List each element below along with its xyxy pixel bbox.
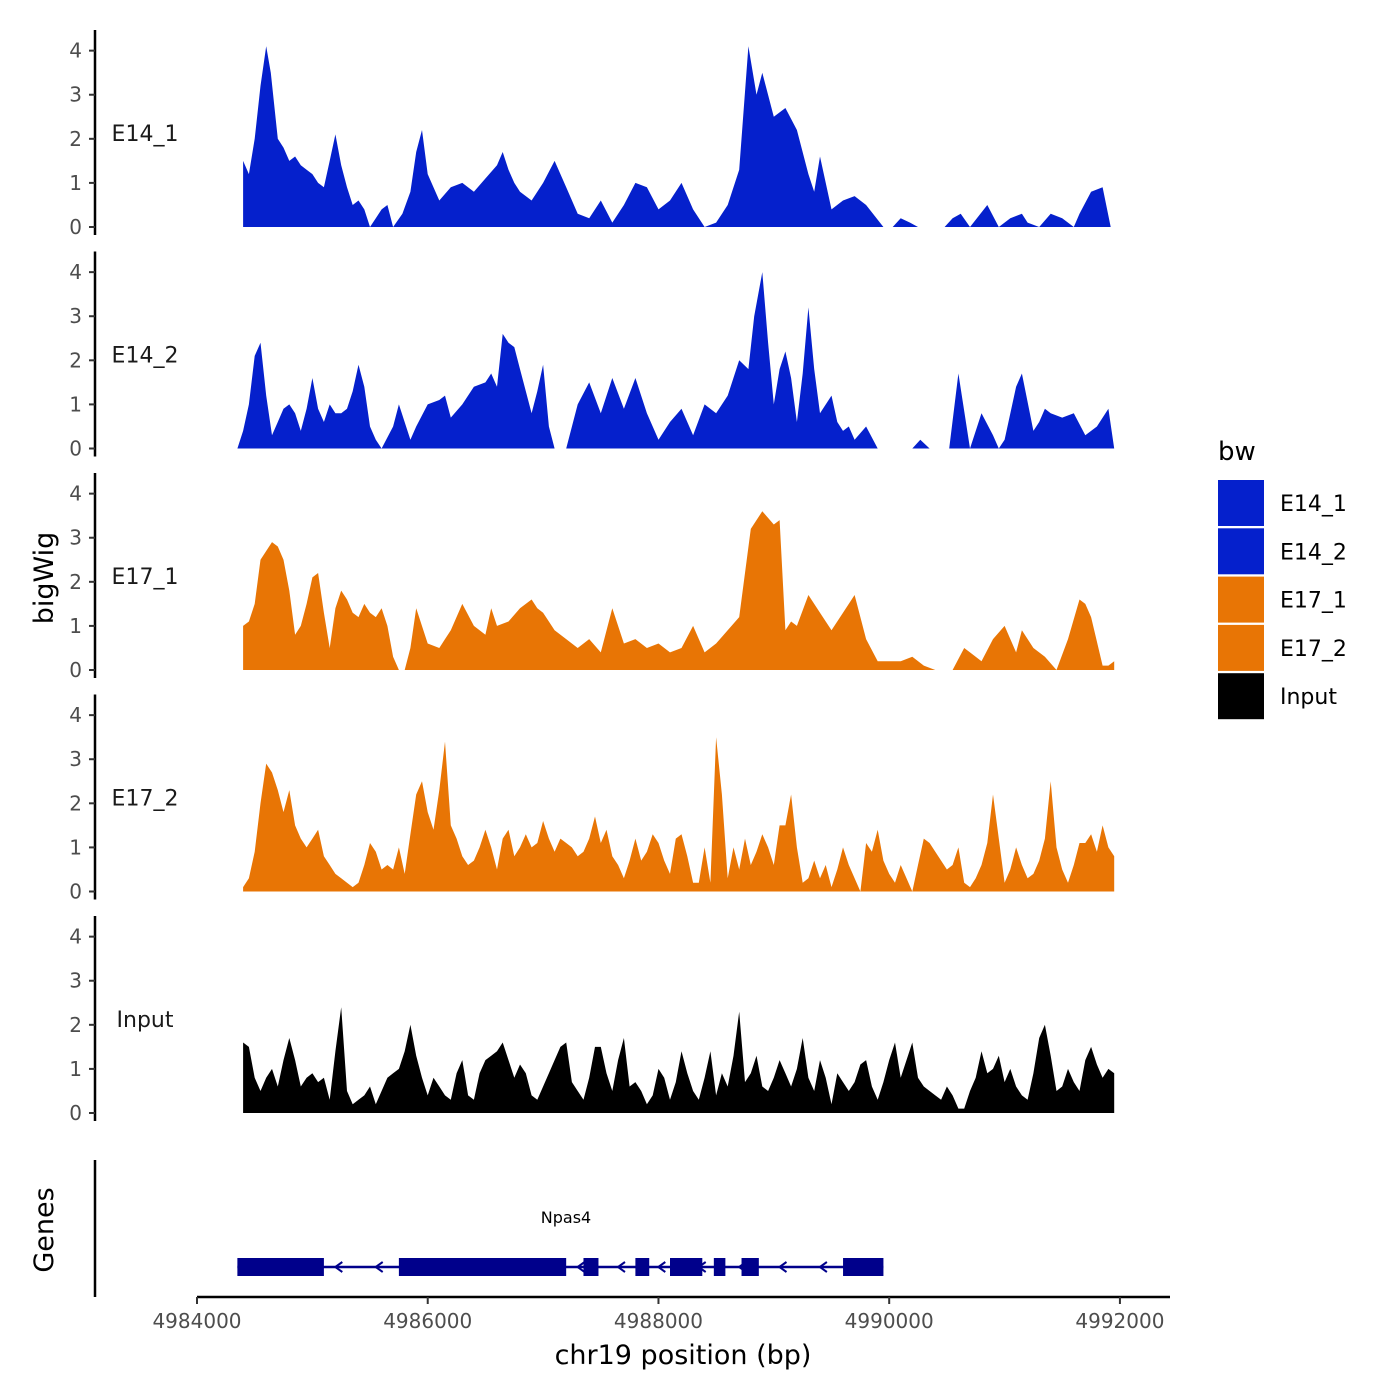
x-tick-label: 4986000 bbox=[383, 1309, 472, 1333]
strand-arrow-icon bbox=[656, 1261, 666, 1273]
y-tick-label: 4 bbox=[69, 703, 82, 727]
track-e17-1: 0 1 2 3 4 E17_1 bbox=[69, 473, 1115, 682]
legend-swatch bbox=[1218, 673, 1264, 720]
y-tick-label: 4 bbox=[69, 260, 82, 284]
strand-arrow-icon bbox=[373, 1261, 384, 1273]
y-tick-label: 0 bbox=[69, 880, 82, 904]
gene-exon bbox=[583, 1258, 599, 1276]
track-label: E17_2 bbox=[112, 787, 179, 812]
legend-label: E14_2 bbox=[1280, 540, 1347, 565]
signal-area bbox=[243, 737, 1115, 892]
gene-exon bbox=[670, 1258, 703, 1276]
y-tick-label: 3 bbox=[69, 747, 82, 771]
track-input: 0 1 2 3 4 Input bbox=[69, 916, 1115, 1125]
strand-arrow-icon bbox=[777, 1261, 788, 1273]
gene-exon bbox=[713, 1258, 726, 1276]
track-e17-2: 0 1 2 3 4 E17_2 bbox=[69, 694, 1115, 904]
y-tick-label: 2 bbox=[69, 570, 82, 594]
signal-tracks: 0 1 2 3 4 E14_1 0 1 2 3 4 E14_2 0 1 2 3 4 E17_1 0 1 2 3 4 E17_2… bbox=[69, 30, 1115, 1125]
gene-exon bbox=[741, 1258, 759, 1276]
x-tick-label: 4992000 bbox=[1075, 1309, 1164, 1333]
x-tick-label: 4990000 bbox=[845, 1309, 934, 1333]
track-label: Input bbox=[117, 1008, 174, 1033]
strand-arrow-icon bbox=[333, 1261, 343, 1273]
y-tick-label: 1 bbox=[69, 392, 82, 416]
legend-label: E17_2 bbox=[1280, 637, 1347, 662]
legend-label: E17_1 bbox=[1280, 589, 1347, 614]
y-tick-label: 0 bbox=[69, 215, 82, 239]
legend-swatch bbox=[1218, 576, 1264, 623]
track-e14-2: 0 1 2 3 4 E14_2 bbox=[69, 251, 1115, 461]
y-tick-label: 0 bbox=[69, 437, 82, 461]
y-tick-label: 2 bbox=[69, 348, 82, 372]
gene-name-label: Npas4 bbox=[541, 1208, 591, 1227]
signal-area bbox=[889, 218, 918, 227]
x-axis: 4984000 4986000 4988000 4990000 4992000 bbox=[152, 1295, 1170, 1333]
legend-swatch bbox=[1218, 480, 1264, 526]
gene-exon bbox=[398, 1258, 567, 1276]
x-tick-label: 4984000 bbox=[152, 1309, 241, 1333]
gene-exon bbox=[635, 1258, 650, 1276]
y-tick-label: 1 bbox=[69, 835, 82, 859]
y-tick-label: 3 bbox=[69, 969, 82, 993]
track-label: E14_2 bbox=[112, 344, 179, 369]
signal-area bbox=[566, 272, 901, 449]
legend: bw E14_1 E14_2 E17_1 E17_2 Input bbox=[1218, 437, 1347, 720]
gene-track: Npas4 bbox=[93, 1160, 884, 1297]
y-tick-label: 3 bbox=[69, 83, 82, 107]
signal-area bbox=[393, 46, 884, 228]
legend-label: E14_1 bbox=[1280, 492, 1347, 517]
track-e14-1: 0 1 2 3 4 E14_1 bbox=[69, 30, 1111, 239]
signal-area bbox=[949, 373, 1115, 449]
y-tick-label: 0 bbox=[69, 658, 82, 682]
y-tick-label: 2 bbox=[69, 1013, 82, 1037]
y-tick-label: 1 bbox=[69, 614, 82, 638]
signal-area bbox=[404, 511, 936, 670]
signal-area bbox=[243, 542, 399, 670]
legend-swatch bbox=[1218, 528, 1264, 575]
y-tick-label: 2 bbox=[69, 791, 82, 815]
track-label: E17_1 bbox=[112, 565, 179, 590]
x-tick-label: 4988000 bbox=[614, 1309, 703, 1333]
track-label: E14_1 bbox=[112, 122, 179, 147]
gene-exon bbox=[843, 1258, 884, 1276]
y-axis-title: bigWig bbox=[29, 532, 60, 625]
legend-swatch bbox=[1218, 624, 1264, 671]
strand-arrow-icon bbox=[616, 1261, 626, 1273]
signal-area bbox=[237, 342, 382, 449]
signal-area bbox=[944, 187, 1111, 227]
signal-area bbox=[381, 333, 555, 449]
signal-area bbox=[912, 439, 930, 449]
legend-title: bw bbox=[1218, 437, 1256, 467]
y-tick-label: 1 bbox=[69, 1057, 82, 1081]
y-tick-label: 4 bbox=[69, 925, 82, 949]
y-tick-label: 2 bbox=[69, 127, 82, 151]
signal-area bbox=[243, 46, 394, 228]
y-tick-label: 4 bbox=[69, 482, 82, 506]
legend-label: Input bbox=[1280, 685, 1337, 710]
signal-area bbox=[243, 1007, 1115, 1113]
y-tick-label: 4 bbox=[69, 39, 82, 63]
genes-axis-title: Genes bbox=[29, 1187, 60, 1272]
y-tick-label: 1 bbox=[69, 171, 82, 195]
y-tick-label: 3 bbox=[69, 304, 82, 328]
y-tick-label: 3 bbox=[69, 526, 82, 550]
strand-arrow-icon bbox=[818, 1261, 828, 1273]
strand-arrow-icon bbox=[575, 1261, 586, 1273]
gene-exon bbox=[237, 1258, 324, 1276]
y-tick-label: 0 bbox=[69, 1101, 82, 1125]
x-axis-title: chr19 position (bp) bbox=[555, 1340, 812, 1371]
signal-area bbox=[952, 599, 1115, 670]
